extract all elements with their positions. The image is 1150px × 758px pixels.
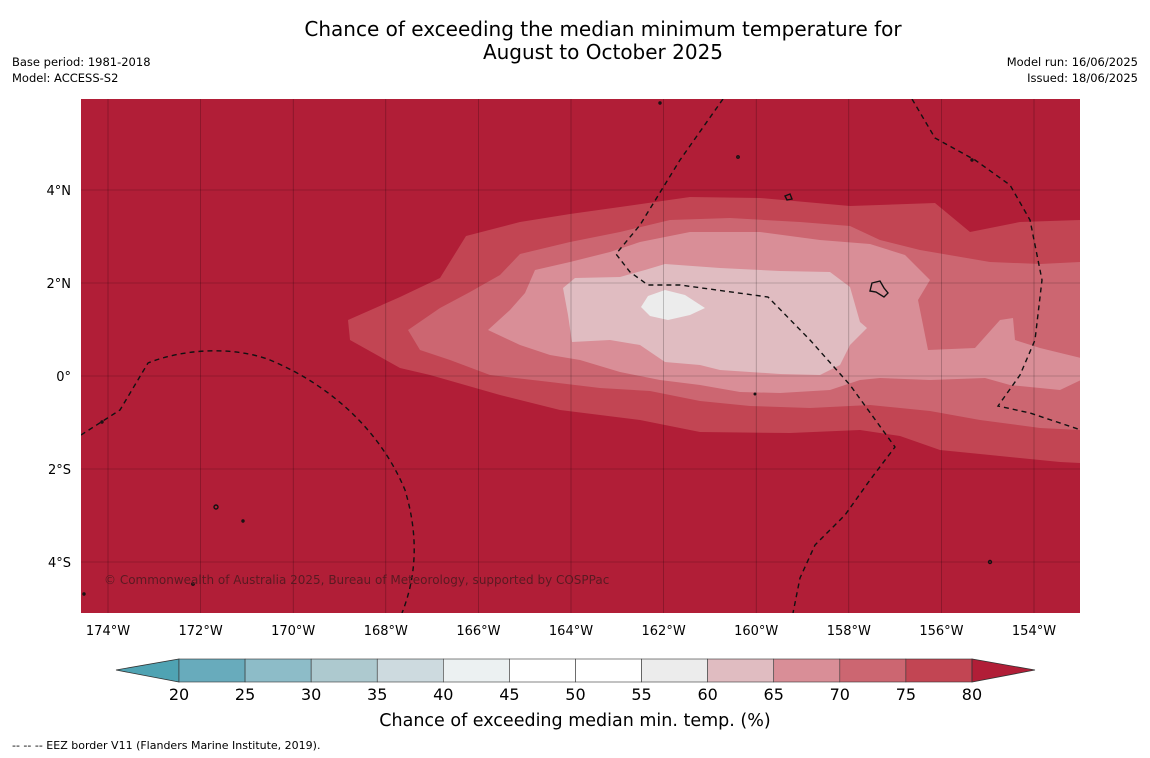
colorbar-tick-labels: 20 25 30 35 40 45 50 55 60 65 70 75 80: [169, 685, 982, 704]
colorbar-tick: 75: [896, 685, 916, 704]
gridlines: [81, 99, 1080, 613]
island-kingman: [658, 101, 662, 105]
colorbar-segment: [575, 658, 642, 683]
colorbar-segment: [509, 658, 576, 683]
colorbar-tick: 70: [830, 685, 850, 704]
colorbar-segment: [641, 658, 708, 683]
latitude-label: 2°S: [48, 463, 71, 478]
eez-footnote: -- -- -- EEZ border V11 (Flanders Marine…: [12, 739, 321, 752]
model-run: Model run: 16/06/2025: [1006, 55, 1138, 69]
longitude-label: 174°W: [86, 624, 130, 639]
island-tokelau-2: [241, 519, 245, 523]
island-tabuaeran: [784, 193, 793, 201]
island-baker: [100, 420, 104, 424]
colorbar-segment: [707, 658, 775, 683]
island-swains: [987, 559, 993, 565]
colorbar-segment: [244, 658, 312, 683]
colorbar-segments: [178, 658, 973, 683]
longitude-labels: 174°W 172°W 170°W 168°W 166°W 164°W 162°W 160°W…: [86, 624, 1056, 639]
island-jarvis: [753, 392, 757, 396]
colorbar-segment: [310, 658, 378, 683]
longitude-label: 160°W: [734, 624, 778, 639]
longitude-label: 170°W: [271, 624, 315, 639]
island-tokelau-3: [191, 582, 195, 586]
meta-right: Model run: 16/06/2025 Issued: 18/06/2025: [1007, 54, 1138, 86]
longitude-label: 156°W: [919, 624, 963, 639]
colorbar-tick: 35: [367, 685, 387, 704]
copyright-credit: © Commonwealth of Australia 2025, Bureau…: [104, 573, 609, 587]
island-kiritimati: [869, 280, 889, 298]
longitude-label: 168°W: [364, 624, 408, 639]
model-name: Model: ACCESS-S2: [12, 71, 119, 85]
latitude-label: 0°: [56, 370, 71, 385]
colorbar-tick: 65: [764, 685, 784, 704]
colorbar-tick: 20: [169, 685, 189, 704]
latitude-label: 4°N: [47, 184, 72, 199]
colorbar-tick: 60: [697, 685, 717, 704]
island-east-edge: [970, 158, 974, 162]
latitude-label: 2°N: [47, 277, 72, 292]
colorbar-segment: [376, 658, 444, 683]
colorbar-segment: [905, 658, 973, 683]
contour-band-60-65: [563, 264, 867, 375]
colorbar-tick: 45: [499, 685, 519, 704]
page-title: Chance of exceeding the median minimum t…: [0, 18, 1150, 64]
longitude-label: 154°W: [1012, 624, 1056, 639]
title-line-2: August to October 2025: [482, 40, 724, 64]
meta-left: Base period: 1981-2018 Model: ACCESS-S2: [12, 54, 151, 86]
longitude-label: 172°W: [179, 624, 223, 639]
title-line-1: Chance of exceeding the median minimum t…: [304, 17, 902, 41]
colorbar-segment: [443, 658, 510, 683]
latitude-label: 4°S: [48, 556, 71, 571]
contour-band-55-60: [641, 290, 705, 320]
colorbar-over-triangle: [971, 658, 1036, 683]
colorbar-tick: 50: [565, 685, 585, 704]
colorbar-tick: 25: [235, 685, 255, 704]
longitude-label: 166°W: [456, 624, 500, 639]
eez-border-west: [81, 350, 415, 613]
map-panel: © Commonwealth of Australia 2025, Bureau…: [81, 99, 1080, 613]
island-west-edge: [82, 592, 86, 596]
colorbar-tick: 40: [433, 685, 453, 704]
colorbar-tick: 30: [301, 685, 321, 704]
island-palmyra: [736, 155, 740, 159]
eez-border-east: [911, 99, 1080, 431]
issued-date: Issued: 18/06/2025: [1027, 71, 1138, 85]
base-period: Base period: 1981-2018: [12, 55, 151, 69]
colorbar-under-triangle: [115, 658, 180, 683]
colorbar-segment: [839, 658, 907, 683]
colorbar: 20 25 30 35 40 45 50 55 60 65 70 75 80 Chance of exc…: [115, 658, 1036, 731]
island-tokelau-1: [213, 504, 219, 510]
colorbar-segment: [773, 658, 841, 683]
longitude-label: 164°W: [549, 624, 593, 639]
eez-borders: [81, 99, 1080, 613]
longitude-label: 162°W: [642, 624, 686, 639]
islands: [82, 101, 993, 596]
latitude-labels: 4°N 2°N 0° 2°S 4°S: [47, 184, 72, 571]
colorbar-tick: 80: [962, 685, 982, 704]
colorbar-tick: 55: [631, 685, 651, 704]
longitude-label: 158°W: [827, 624, 871, 639]
colorbar-label: Chance of exceeding median min. temp. (%…: [379, 711, 770, 731]
colorbar-segment: [178, 658, 246, 683]
